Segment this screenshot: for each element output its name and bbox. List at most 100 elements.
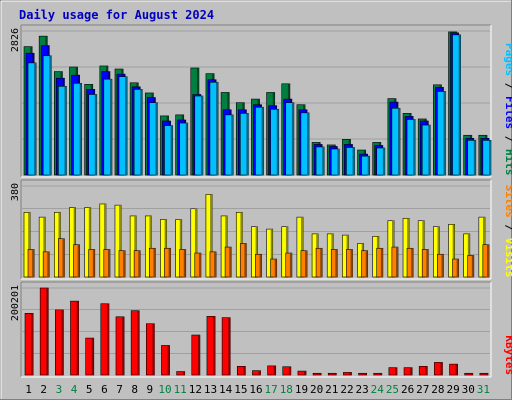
chart-panels: 2826 380 200201 [10, 24, 492, 378]
x-tick-label-day-26: 26 [401, 383, 414, 396]
bar-pages-day-11-shade [185, 123, 188, 175]
bar-visits-day-17 [266, 228, 274, 278]
bar-kbytes-day-13-shade [213, 316, 216, 375]
bar-sites-day-15-shade [244, 243, 247, 277]
x-tick-label-day-9: 9 [147, 383, 154, 396]
bar-sites-day-3 [58, 238, 65, 278]
bar-sites-day-21 [330, 249, 338, 278]
bar-sites-day-19-shade [305, 250, 308, 277]
bar-kbytes-day-2-shade [46, 288, 49, 375]
bar-kbytes-day-19 [297, 370, 307, 376]
bar-pages-day-4 [73, 82, 82, 176]
bar-pages-day-21 [330, 148, 340, 176]
bar-pages-day-28 [437, 91, 446, 176]
bar-kbytes-day-12 [191, 334, 201, 376]
bar-visits-day-13-shade [210, 194, 213, 277]
x-tick-label-day-6: 6 [101, 383, 108, 396]
bar-kbytes-day-12-shade [197, 335, 200, 375]
x-tick-label-day-27: 27 [416, 383, 429, 396]
bar-kbytes-day-28-shade [440, 362, 443, 375]
bar-kbytes-day-31-shade [486, 373, 488, 375]
bar-visits-day-26 [402, 218, 410, 278]
right-axis-labels: Pages / Files / Hits Sites / Visits KBytes [503, 43, 512, 375]
bar-visits-day-5-shade [88, 207, 91, 277]
bar-sites-day-4-shade [77, 244, 80, 277]
bar-kbytes-day-29-shade [455, 364, 458, 375]
bar-kbytes-day-4 [70, 300, 79, 376]
bar-kbytes-day-5-body [85, 337, 95, 376]
bar-pages-day-3 [58, 86, 67, 176]
bar-kbytes-day-20-shade [319, 373, 322, 375]
bar-visits-day-29-shade [452, 224, 455, 277]
bar-visits-day-5-body [84, 207, 92, 278]
bar-sites-day-23 [361, 250, 369, 278]
bar-pages-day-21-shade [337, 149, 340, 175]
bar-pages-day-10-shade [170, 125, 173, 175]
bar-kbytes-day-14-shade [228, 317, 231, 375]
bar-visits-day-13 [205, 194, 213, 278]
x-tick-label-day-8: 8 [131, 383, 138, 396]
bar-visits-day-9 [144, 215, 152, 278]
y-axis-max-label: 2826 [10, 28, 21, 52]
bar-kbytes-day-19-shade [304, 371, 307, 375]
bar-kbytes-day-3 [55, 309, 64, 376]
bar-sites-day-14-shade [229, 247, 232, 277]
right-label-part: Sites [503, 185, 512, 218]
panel-visits-sites: 380 [10, 179, 492, 280]
bar-pages-day-18 [285, 102, 295, 176]
bar-kbytes-day-5 [85, 337, 95, 376]
bar-pages-day-16 [255, 106, 264, 176]
bar-kbytes-day-1 [24, 312, 34, 376]
bar-pages-day-3-shade [64, 86, 67, 175]
x-axis-tick-labels: 1 2 3 4 5 6 7 8 9 10 11 12 13 14 15 16 17 18 19 20 21 22 23 24 2… [25, 383, 490, 396]
bar-kbytes-day-25-shade [395, 367, 398, 375]
bar-kbytes-day-6-shade [106, 303, 109, 375]
bar-kbytes-day-7-shade [122, 316, 125, 375]
right-label-part: Pages [503, 43, 512, 76]
bar-pages-day-14-shade [231, 114, 234, 175]
bar-sites-day-27 [421, 249, 429, 278]
right-label-part: / [503, 218, 512, 238]
bar-sites-day-29 [452, 258, 459, 278]
bar-kbytes-day-21 [327, 372, 337, 376]
bar-pages-day-7 [118, 76, 128, 176]
bar-pages-day-11 [179, 122, 189, 176]
bar-kbytes-day-2 [39, 287, 49, 376]
bar-sites-day-8 [133, 250, 141, 278]
x-tick-label-day-3: 3 [56, 383, 63, 396]
bar-visits-day-18 [281, 226, 289, 278]
bar-visits-day-14 [220, 215, 228, 278]
bar-sites-day-31 [482, 244, 490, 278]
bar-visits-day-14-shade [225, 215, 228, 277]
bar-visits-day-18-shade [285, 226, 288, 277]
x-tick-label-day-28: 28 [431, 383, 444, 396]
x-tick-label-day-13: 13 [204, 383, 217, 396]
x-tick-label-day-24: 24 [371, 383, 385, 396]
bar-pages-day-2 [42, 55, 52, 176]
bar-sites-day-12 [194, 252, 202, 278]
bar-sites-day-22-shade [350, 249, 353, 277]
bar-sites-day-19 [300, 250, 308, 278]
bar-kbytes-day-10 [161, 345, 170, 376]
bar-pages-day-29-shade [458, 34, 461, 175]
bar-kbytes-day-15 [236, 366, 246, 376]
bar-sites-day-23-shade [365, 250, 368, 277]
bar-sites-day-27-shade [426, 249, 429, 277]
bar-kbytes-day-7 [115, 316, 125, 376]
bar-sites-day-28-shade [441, 254, 444, 277]
x-tick-label-day-5: 5 [86, 383, 93, 396]
bar-pages-day-10 [164, 125, 173, 176]
bar-visits-day-6 [99, 203, 107, 278]
bar-kbytes-day-30 [464, 372, 474, 376]
bar-pages-day-22-shade [352, 147, 355, 175]
bar-visits-day-8 [129, 215, 137, 278]
bar-sites-day-25 [391, 246, 399, 278]
bar-visits-day-17-shade [270, 229, 273, 277]
bar-sites-day-18 [285, 252, 293, 278]
bar-sites-day-26 [406, 247, 414, 278]
bar-visits-day-4-shade [73, 207, 76, 277]
bar-pages-day-31-shade [489, 140, 491, 175]
bar-pages-day-25 [391, 107, 401, 176]
bar-kbytes-day-16-shade [258, 370, 261, 375]
bar-pages-day-13 [209, 81, 219, 176]
